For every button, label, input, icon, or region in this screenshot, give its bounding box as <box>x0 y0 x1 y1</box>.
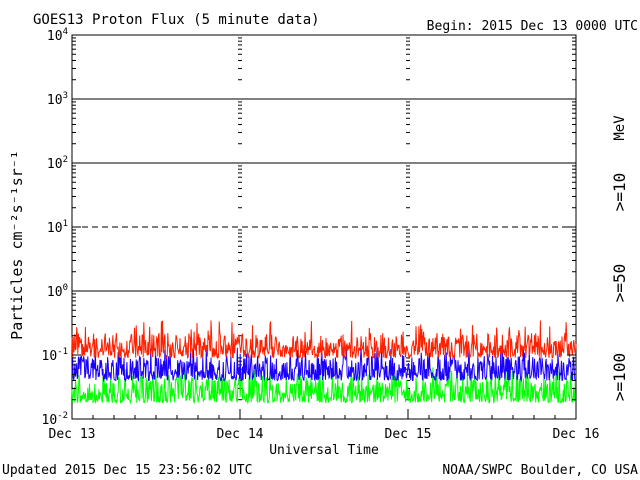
y-axis-ticks <box>72 34 576 420</box>
x-tick-label-1: Dec 14 <box>217 427 264 442</box>
y-tick-label-1: 10-1 <box>42 347 69 364</box>
x-axis-tick-labels: Dec 13 Dec 14 Dec 15 Dec 16 <box>49 427 600 442</box>
series-line-ge100 <box>71 366 577 405</box>
x-tick-label-2: Dec 15 <box>385 427 432 442</box>
legend-ge100: >=100 <box>610 353 629 401</box>
x-tick-label-3: Dec 16 <box>553 427 600 442</box>
series-ge100 <box>71 366 577 405</box>
y-tick-label-4: 102 <box>47 155 68 172</box>
series-line-ge50 <box>71 347 577 383</box>
y-tick-label-6: 104 <box>47 27 68 44</box>
y-axis-label: Particles cm⁻²s⁻¹sr⁻¹ <box>8 150 26 340</box>
series-ge10 <box>71 320 577 360</box>
chart-title: GOES13 Proton Flux (5 minute data) <box>33 12 320 28</box>
y-tick-label-3: 101 <box>47 219 68 236</box>
reference-lines <box>72 98 576 292</box>
y-tick-label-2: 100 <box>47 283 68 300</box>
begin-timestamp: Begin: 2015 Dec 13 0000 UTC <box>427 19 638 34</box>
y-axis-tick-labels: 10-2 10-1 100 101 102 103 104 <box>42 27 69 428</box>
energy-unit-label: MeV <box>612 115 628 141</box>
y-tick-label-0: 10-2 <box>42 411 69 428</box>
series-ge50 <box>71 347 577 383</box>
y-tick-label-5: 103 <box>47 91 68 108</box>
x-axis-label: Universal Time <box>269 443 379 458</box>
updated-timestamp: Updated 2015 Dec 15 23:56:02 UTC <box>2 463 252 478</box>
legend-ge50: >=50 <box>610 264 629 303</box>
credit-text: NOAA/SWPC Boulder, CO USA <box>442 463 638 478</box>
x-tick-label-0: Dec 13 <box>49 427 96 442</box>
series-line-ge10 <box>71 320 577 360</box>
legend-ge10: >=10 <box>610 173 629 212</box>
